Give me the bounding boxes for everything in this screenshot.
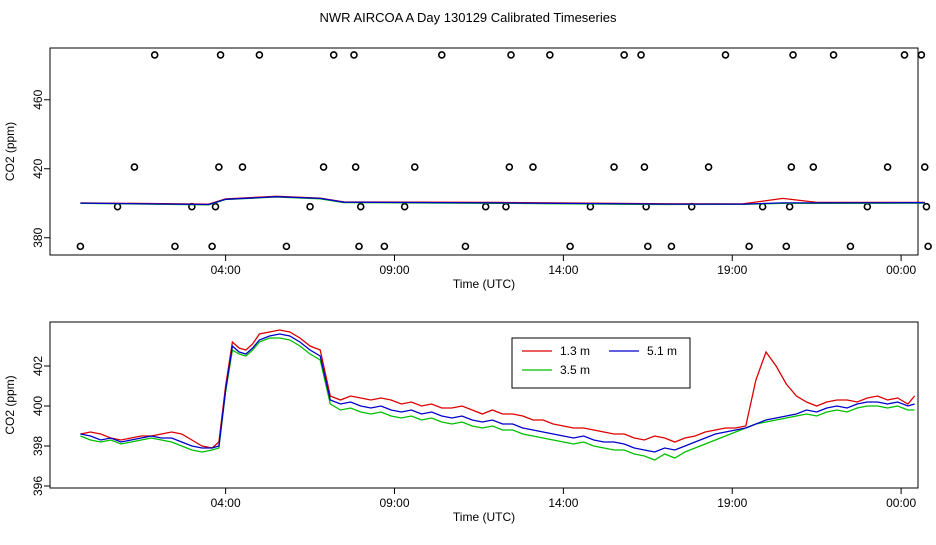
plot-frame — [49, 47, 919, 256]
legend: 1.3 m 3.5 m 5.1 m — [511, 337, 691, 389]
x-axis-label: Time (UTC) — [453, 277, 515, 291]
plot-frame — [49, 321, 919, 489]
y-tick-label: 396 — [31, 476, 45, 496]
data-point — [667, 242, 676, 251]
data-point — [356, 202, 365, 211]
data-point — [215, 163, 223, 171]
data-point — [566, 242, 574, 251]
x-tick-label: 14:00 — [548, 263, 578, 277]
y-tick-label: 402 — [31, 356, 45, 376]
top-panel: 04:00 09:00 14:00 19:00 00:00 380 420 460 Time (… — [3, 47, 932, 291]
data-point — [505, 163, 514, 171]
x-tick-label: 00:00 — [886, 263, 916, 277]
legend-entry: 3.5 m — [560, 363, 590, 377]
y-axis-label: CO2 (ppm) — [3, 122, 17, 181]
data-point — [922, 202, 931, 211]
y-tick-label: 398 — [31, 436, 45, 456]
y-tick-label: 400 — [31, 396, 45, 416]
x-tick-label: 19:00 — [717, 263, 747, 277]
series-line-blue — [80, 196, 925, 206]
data-point — [704, 163, 713, 171]
legend-entry: 5.1 m — [647, 344, 677, 358]
data-point — [637, 51, 645, 59]
x-tick-label: 00:00 — [886, 496, 916, 510]
data-point — [789, 51, 797, 59]
bottom-panel: 04:00 09:00 14:00 19:00 00:00 396 398 400 402 Tim… — [3, 321, 919, 524]
data-point — [620, 51, 628, 59]
data-point — [113, 202, 122, 211]
data-point — [502, 202, 510, 211]
chart-title: NWR AIRCOA A Day 130129 Calibrated Times… — [320, 10, 617, 25]
data-point — [529, 163, 537, 171]
x-tick-label: 19:00 — [717, 496, 747, 510]
data-point — [216, 51, 225, 59]
data-point — [461, 242, 470, 251]
data-point — [829, 51, 838, 59]
data-point — [400, 202, 409, 211]
data-point — [507, 51, 515, 59]
data-point — [238, 163, 247, 171]
data-point — [917, 51, 926, 59]
data-point — [350, 51, 358, 59]
data-point — [306, 202, 314, 211]
data-point — [785, 202, 794, 211]
data-point — [782, 242, 791, 251]
x-tick-label: 09:00 — [379, 496, 409, 510]
data-point — [546, 51, 554, 59]
y-axis-label: CO2 (ppm) — [3, 375, 17, 434]
data-point — [787, 163, 796, 171]
data-point — [883, 163, 892, 171]
x-axis-label: Time (UTC) — [453, 510, 515, 524]
data-point — [380, 242, 389, 251]
x-tick-label: 14:00 — [548, 496, 578, 510]
data-point — [809, 163, 818, 171]
data-point — [351, 163, 360, 171]
series-line-3-5-m — [80, 337, 915, 461]
series-line-5-1-m — [80, 333, 915, 453]
data-point — [924, 242, 932, 251]
data-point — [355, 242, 363, 251]
data-point — [758, 202, 767, 211]
data-point — [150, 51, 159, 59]
legend-entry: 1.3 m — [560, 344, 590, 358]
x-tick-label: 04:00 — [211, 496, 241, 510]
data-point — [410, 163, 419, 171]
data-point — [255, 51, 264, 59]
data-point — [863, 202, 872, 211]
data-point — [900, 51, 909, 59]
data-point — [76, 242, 85, 251]
data-point — [171, 242, 179, 251]
data-point — [920, 163, 929, 171]
y-tick-label: 380 — [31, 227, 45, 247]
y-tick-label: 420 — [31, 158, 45, 178]
data-point — [644, 242, 652, 251]
data-point — [437, 51, 446, 59]
data-point — [211, 202, 220, 211]
x-tick-label: 04:00 — [211, 263, 241, 277]
data-point — [846, 242, 855, 251]
legend-box — [511, 337, 691, 389]
data-point — [610, 163, 618, 171]
data-point — [130, 163, 139, 171]
data-point — [481, 202, 490, 211]
series-line-1-3-m — [80, 329, 916, 449]
data-point — [721, 51, 730, 59]
y-tick-label: 460 — [31, 89, 45, 109]
data-point — [319, 163, 328, 171]
data-point — [745, 242, 753, 251]
data-point — [282, 242, 291, 251]
data-point — [329, 51, 338, 59]
data-point — [208, 242, 216, 251]
x-tick-label: 09:00 — [379, 263, 409, 277]
data-point — [640, 163, 649, 171]
